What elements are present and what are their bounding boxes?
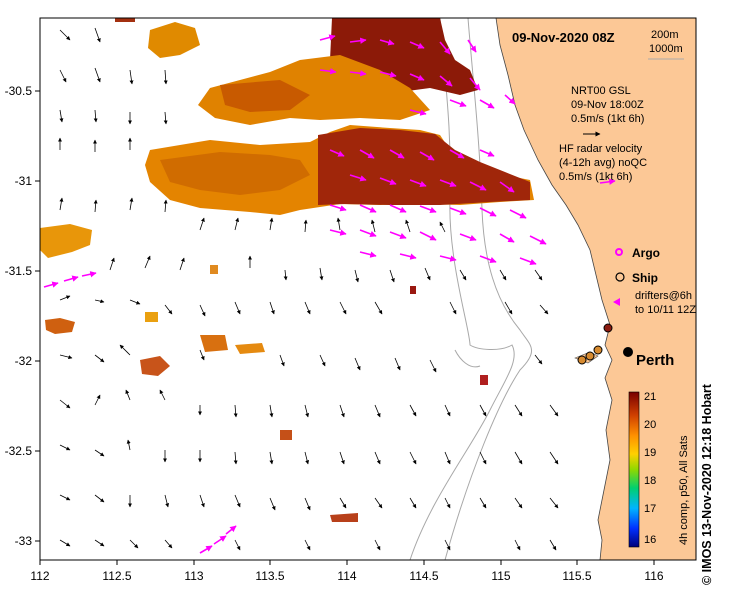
colorbar-tick-label: 18	[644, 475, 656, 487]
longitude-axis: 112 112.5 113 113.5 114 114.5 115 115.5 116	[30, 560, 664, 583]
lat-tick-label: -32	[15, 354, 33, 368]
perth-marker	[623, 347, 633, 357]
colorbar-tick-label: 16	[644, 534, 656, 546]
perth-label: Perth	[636, 352, 674, 369]
land-area	[496, 18, 696, 560]
colorbar-tick-label: 20	[644, 419, 656, 431]
lon-tick-label: 113	[184, 569, 203, 583]
gsl-legend-line3: 0.5m/s (1kt 6h)	[571, 113, 644, 125]
scale-label-1000m: 1000m	[649, 43, 683, 55]
sst-patches	[40, 18, 534, 522]
sst-colorbar	[628, 391, 640, 548]
ship-legend-label: Ship	[632, 271, 658, 285]
map-frame	[39, 17, 697, 561]
lon-tick-label: 112.5	[102, 569, 131, 583]
colorbar-tick-label: 19	[644, 447, 656, 459]
gsl-current-arrows	[58, 27, 559, 551]
lon-tick-label: 114.5	[409, 569, 438, 583]
scale-label-200m: 200m	[651, 29, 679, 41]
argo-legend-label: Argo	[632, 246, 660, 260]
gsl-legend-line2: 09-Nov 18:00Z	[571, 99, 644, 111]
lon-tick-label: 115.5	[562, 569, 591, 583]
lat-tick-label: -32.5	[5, 444, 33, 458]
colorbar-tick-label: 17	[644, 503, 656, 515]
imos-credit: © IMOS 13-Nov-2020 12:18 Hobart	[700, 384, 714, 585]
lon-tick-label: 112	[30, 569, 49, 583]
hf-legend-line1: HF radar velocity	[559, 143, 643, 155]
hf-legend-line3: 0.5m/s (1kt 6h)	[559, 171, 632, 183]
lat-tick-label: -30.5	[5, 84, 33, 98]
lon-tick-label: 113.5	[255, 569, 284, 583]
map-title: 09-Nov-2020 08Z	[512, 30, 615, 45]
lon-tick-label: 114	[337, 569, 356, 583]
colorbar-tick-label: 21	[644, 391, 656, 403]
argo-legend-icon	[615, 248, 623, 256]
lat-tick-label: -33	[15, 534, 33, 548]
ship-track	[577, 345, 603, 365]
drifter-legend-line1: drifters@6h	[635, 290, 692, 302]
lat-tick-label: -31.5	[5, 264, 33, 278]
latitude-axis: -30.5 -31 -31.5 -32 -32.5 -33	[5, 84, 40, 548]
hf-legend-arrow	[599, 178, 616, 185]
argo-float-marker	[603, 323, 613, 333]
gsl-legend-line1: NRT00 GSL	[571, 85, 631, 97]
ship-legend-icon	[615, 272, 625, 282]
colorbar-label: 4h comp, p50, All Sats	[678, 435, 690, 545]
drifter-legend-line2: to 10/11 12Z	[635, 304, 696, 316]
hf-radar-arrows	[43, 34, 547, 554]
drifter-legend-icon	[613, 298, 620, 306]
lon-tick-label: 116	[644, 569, 663, 583]
colorbar-ticks: 21 20 19 18 17 16	[644, 391, 656, 546]
lon-tick-label: 115	[491, 569, 510, 583]
hf-legend-line2: (4-12h avg) noQC	[559, 157, 647, 169]
lat-tick-label: -31	[15, 174, 33, 188]
